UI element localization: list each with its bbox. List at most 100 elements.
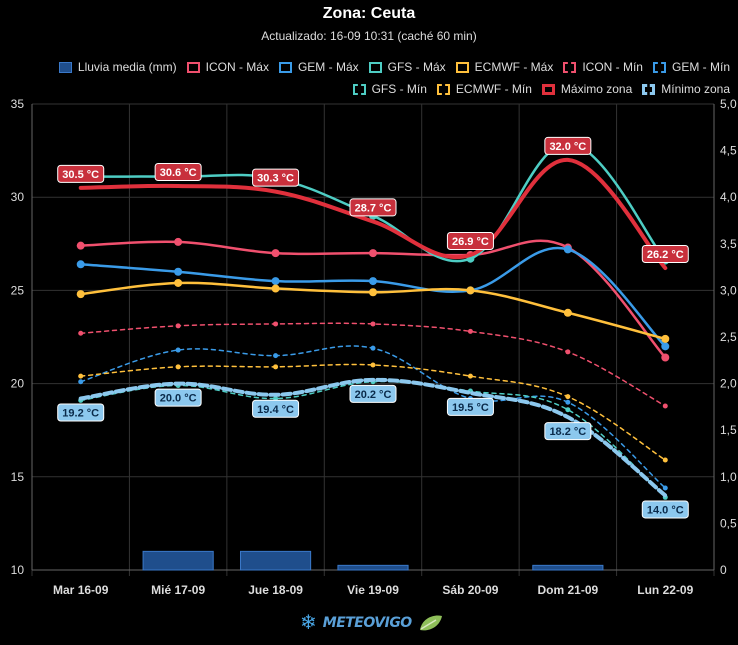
x-tick-label: Sáb 20-09 <box>442 583 498 597</box>
data-label-box <box>252 399 300 418</box>
rain-bar <box>142 550 214 571</box>
data-label-text: 26.2 °C <box>647 249 684 261</box>
y-left-tick-label: 30 <box>11 190 25 204</box>
y-right-tick-label: 2,5 <box>720 330 737 344</box>
data-point <box>78 379 84 385</box>
legend-label: ECMWF - Mín <box>455 82 532 96</box>
legend-swatch <box>642 83 656 95</box>
data-point <box>370 345 376 351</box>
legend-label: Mínimo zona <box>661 82 730 96</box>
data-label-box <box>57 164 105 183</box>
data-label-text: 19.4 °C <box>257 404 294 416</box>
data-label: 20.0 °C <box>154 388 202 407</box>
data-point <box>370 321 376 327</box>
data-label-text: 28.7 °C <box>355 202 392 214</box>
data-point <box>76 241 85 250</box>
legend-item[interactable]: ECMWF - Mín <box>436 82 532 96</box>
series-m-nimo-zona <box>78 377 668 498</box>
legend-item[interactable]: ICON - Máx <box>186 60 269 74</box>
data-label-text: 20.0 °C <box>160 393 197 405</box>
series-line <box>78 377 668 498</box>
data-point <box>273 321 279 327</box>
x-tick-label: Mar 16-09 <box>53 583 109 597</box>
data-point <box>78 330 84 336</box>
leaf-icon <box>419 615 442 630</box>
legend-label: Máximo zona <box>560 82 633 96</box>
y-right-tick-label: 2,0 <box>720 377 737 391</box>
data-point <box>369 277 377 286</box>
chart-subtitle: Actualizado: 16-09 10:31 (caché 60 min) <box>261 29 477 43</box>
series-line <box>79 246 667 348</box>
legend-item[interactable]: ICON - Mín <box>563 60 643 74</box>
data-label: 26.9 °C <box>446 231 494 250</box>
data-label: 30.3 °C <box>252 168 300 187</box>
legend-item[interactable]: GEM - Mín <box>652 60 730 74</box>
legend-label: GFS - Mín <box>371 82 427 96</box>
y-left-tick-label: 15 <box>11 470 25 484</box>
chart-title: Zona: Ceuta <box>322 5 416 22</box>
legend: Lluvia media (mm) ICON - Máx GEM - Máx GFS … <box>40 56 730 100</box>
x-tick-label: Lun 22-09 <box>637 583 693 597</box>
x-tick-label: Jue 18-09 <box>248 583 303 597</box>
legend-swatch <box>352 83 366 95</box>
y-right-tick-label: 3,5 <box>720 237 737 251</box>
legend-swatch <box>455 61 469 73</box>
data-point <box>563 308 572 317</box>
y-left-tick-label: 35 <box>11 97 25 111</box>
data-label-text: 20.2 °C <box>355 389 392 401</box>
data-point <box>370 362 376 368</box>
legend-item[interactable]: GFS - Mín <box>352 82 427 96</box>
y-left-tick-label: 20 <box>11 377 25 391</box>
legend-row: Lluvia media (mm) ICON - Máx GEM - Máx GFS … <box>40 56 730 78</box>
legend-swatch <box>436 83 450 95</box>
series-m-ximo-zona <box>78 157 668 271</box>
data-label-box <box>641 500 689 519</box>
legend-label: ECMWF - Máx <box>474 60 554 74</box>
legend-item[interactable]: GEM - Máx <box>278 60 359 74</box>
data-label-text: 18.2 °C <box>549 426 586 438</box>
data-label-box <box>544 422 592 441</box>
legend-swatch <box>652 61 666 73</box>
legend-item[interactable]: Mínimo zona <box>642 82 730 96</box>
y-left-tick-label: 25 <box>11 283 25 297</box>
data-label-text: 14.0 °C <box>647 504 684 516</box>
x-tick-label: Dom 21-09 <box>538 583 599 597</box>
legend-swatch <box>541 83 555 95</box>
data-label-box <box>252 168 300 187</box>
legend-label: GEM - Máx <box>297 60 359 74</box>
legend-item[interactable]: ECMWF - Máx <box>455 60 554 74</box>
data-label: 28.7 °C <box>349 198 397 217</box>
data-point <box>273 364 279 370</box>
data-point <box>174 237 183 246</box>
data-label-text: 30.5 °C <box>62 169 99 181</box>
data-label: 14.0 °C <box>641 500 689 519</box>
data-point <box>466 286 475 295</box>
data-label: 19.5 °C <box>446 397 494 416</box>
rain-bar <box>532 564 604 571</box>
data-point <box>467 373 473 379</box>
rain-bar <box>337 564 409 571</box>
data-label-box <box>349 198 397 217</box>
data-point <box>661 342 670 351</box>
x-tick-label: Mié 17-09 <box>151 583 205 597</box>
snowflake-icon: ❄ <box>300 612 317 634</box>
y-right-tick-label: 0 <box>720 563 727 577</box>
rain-bar <box>239 550 312 571</box>
data-label-box <box>349 384 397 403</box>
series-ecmwf-m-x <box>76 278 670 343</box>
data-point <box>662 485 668 491</box>
legend-item[interactable]: Lluvia media (mm) <box>58 60 177 74</box>
data-label-box <box>57 403 105 422</box>
series-line <box>78 157 668 271</box>
data-point <box>76 260 85 269</box>
legend-item[interactable]: Máximo zona <box>541 82 633 96</box>
y-right-tick-label: 1,5 <box>720 423 737 437</box>
data-point <box>76 290 85 299</box>
data-point <box>565 407 571 413</box>
data-label: 30.5 °C <box>57 164 105 183</box>
data-label: 32.0 °C <box>544 136 592 155</box>
series-icon-m-n <box>78 321 668 409</box>
legend-swatch <box>186 61 200 73</box>
data-point <box>369 249 377 258</box>
legend-item[interactable]: GFS - Máx <box>368 60 446 74</box>
